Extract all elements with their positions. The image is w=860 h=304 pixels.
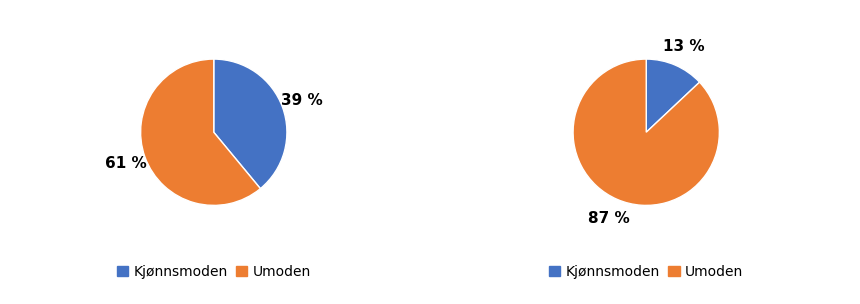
Wedge shape [646,59,699,132]
Wedge shape [573,59,719,206]
Wedge shape [141,59,261,206]
Legend: Kjønnsmoden, Umoden: Kjønnsmoden, Umoden [544,259,749,285]
Wedge shape [214,59,287,188]
Text: 87 %: 87 % [588,211,630,226]
Text: 13 %: 13 % [662,39,704,54]
Text: 61 %: 61 % [105,157,146,171]
Text: 39 %: 39 % [281,93,322,108]
Legend: Kjønnsmoden, Umoden: Kjønnsmoden, Umoden [111,259,316,285]
